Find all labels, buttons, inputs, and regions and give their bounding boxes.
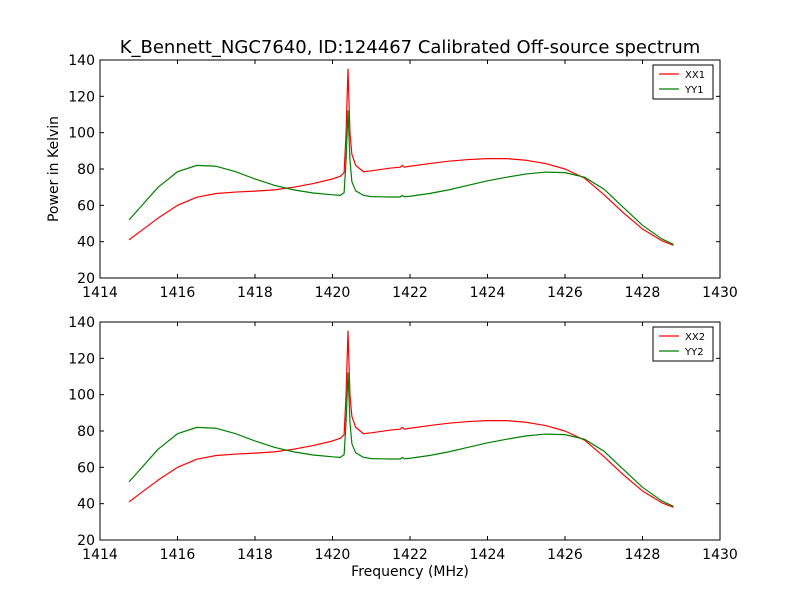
legend-label-yy2: YY2 (684, 347, 704, 358)
bottom-plot-panel: 1414 1416 1418 1420 1422 1424 1426 1428 1430 20 40… (68, 315, 738, 563)
chart-title: K_Bennett_NGC7640, ID:124467 Calibrated … (120, 37, 701, 58)
series-line-yy1 (128, 110, 674, 245)
x-tick-label: 1422 (392, 285, 428, 301)
y-tick-label: 60 (77, 460, 95, 476)
series-line-yy2 (128, 372, 674, 507)
y-tick-label: 80 (77, 162, 95, 178)
y-tick-label: 60 (77, 198, 95, 214)
top-plot-panel: 1414 1416 1418 1420 1422 1424 1426 1428 1430 20 40… (68, 53, 738, 301)
x-tick-label: 1418 (237, 547, 273, 563)
x-tick-label: 1416 (160, 547, 196, 563)
y-tick-label: 100 (68, 126, 95, 142)
y-tick-label: 40 (77, 497, 95, 513)
legend-label-xx1: XX1 (685, 70, 705, 81)
series-line-xx2 (128, 330, 674, 508)
x-tick-label: 1422 (392, 547, 428, 563)
x-tick-label: 1426 (547, 547, 583, 563)
x-tick-label: 1430 (702, 285, 738, 301)
legend-box (652, 64, 714, 100)
x-tick-label: 1418 (237, 285, 273, 301)
y-tick-label: 140 (68, 53, 95, 69)
x-tick-label: 1428 (625, 547, 661, 563)
x-tick-label: 1420 (315, 285, 351, 301)
x-axis-title: Frequency (MHz) (351, 564, 469, 580)
x-tick-label: 1428 (625, 285, 661, 301)
x-tick-label: 1424 (470, 547, 506, 563)
x-tick-label: 1426 (547, 285, 583, 301)
series-line-xx1 (128, 68, 674, 246)
y-tick-label: 40 (77, 235, 95, 251)
y-tick-label: 80 (77, 424, 95, 440)
y-axis-title: Power in Kelvin (46, 116, 62, 222)
y-tick-label: 140 (68, 315, 95, 331)
x-tick-label: 1424 (470, 285, 506, 301)
legend-box (652, 326, 714, 362)
x-tick-label: 1430 (702, 547, 738, 563)
x-tick-label: 1414 (82, 547, 118, 563)
x-tick-label: 1414 (82, 285, 118, 301)
legend-label-yy1: YY1 (684, 85, 704, 96)
y-tick-label: 120 (68, 351, 95, 367)
x-tick-label: 1420 (315, 547, 351, 563)
legend-label-xx2: XX2 (685, 332, 705, 343)
x-tick-label: 1416 (160, 285, 196, 301)
y-tick-label: 20 (77, 533, 95, 549)
y-tick-label: 20 (77, 271, 95, 287)
y-tick-label: 120 (68, 89, 95, 105)
y-tick-label: 100 (68, 388, 95, 404)
